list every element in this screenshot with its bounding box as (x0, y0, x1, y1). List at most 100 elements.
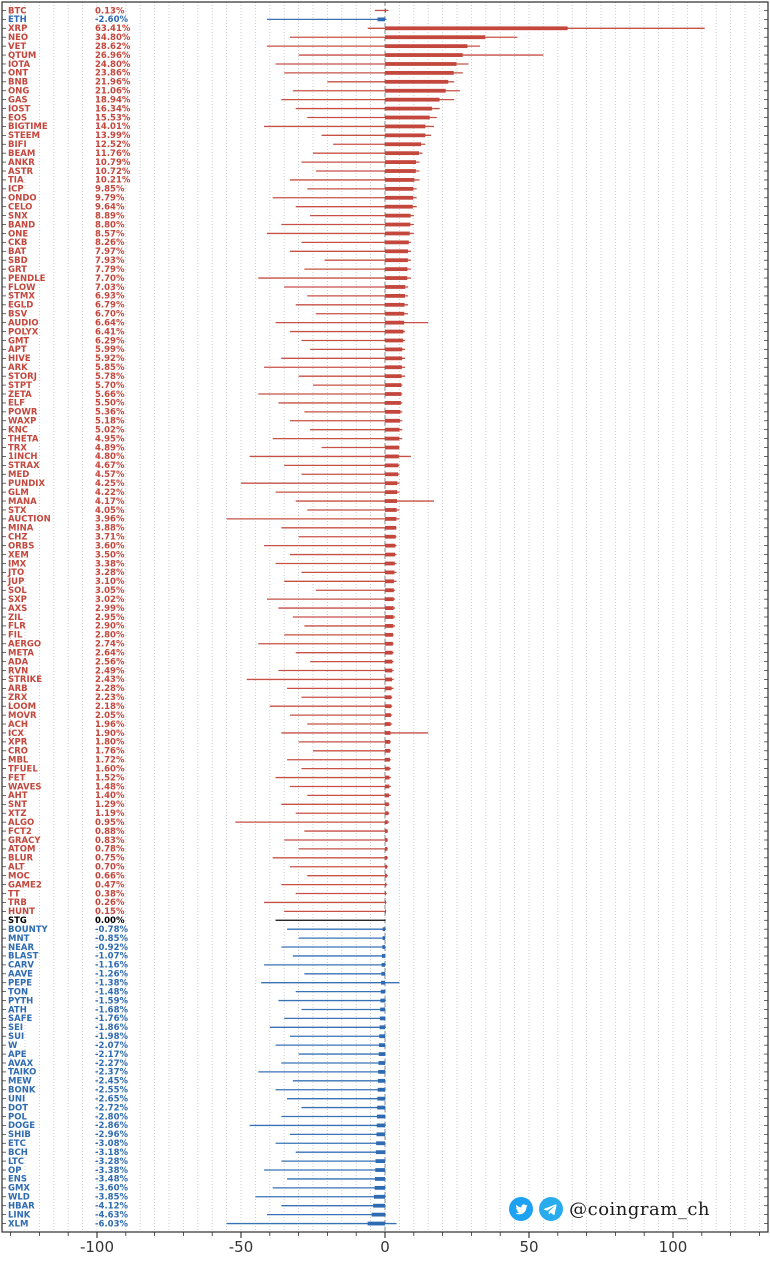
chart-row-STRAX: STRAX 4.67% (2, 461, 768, 471)
change-bar (380, 1007, 385, 1012)
ticker-label: GMX (8, 1184, 30, 1194)
x-tick-label: 50 (519, 1238, 538, 1256)
ticker-label: AHT (8, 791, 28, 801)
change-bar (385, 204, 413, 209)
value-label: 0.00% (95, 916, 125, 926)
change-bar (385, 222, 411, 227)
chart-row-GMT: GMT 6.29% (2, 336, 768, 346)
chart-row-ARK: ARK 5.85% (2, 363, 768, 373)
ticker-label: IOTA (8, 60, 31, 70)
ticker-label: ICP (8, 185, 24, 195)
chart-row-ADA: ADA 2.56% (2, 657, 768, 667)
value-label: -2.80% (95, 1112, 128, 1122)
change-bar (385, 374, 402, 379)
change-bar (385, 508, 397, 512)
change-bar (377, 1105, 385, 1110)
value-label: 1.90% (95, 729, 125, 739)
ticker-label: HUNT (8, 907, 35, 917)
ticker-label: CKB (8, 238, 27, 248)
chart-row-MANA: MANA 4.17% (2, 497, 768, 507)
chart-row-ALGO: ALGO 0.95% (2, 818, 768, 828)
value-label: 7.79% (95, 265, 125, 275)
chart-row-TAIKO: TAIKO -2.37% (2, 1068, 768, 1078)
change-bar (385, 534, 396, 539)
chart-row-JTO: JTO 3.28% (2, 568, 768, 578)
chart-row-SUI: SUI -1.98% (2, 1032, 768, 1042)
change-bar (385, 320, 405, 325)
ticker-label: TON (8, 987, 28, 997)
value-label: -4.12% (95, 1202, 128, 1212)
value-label: -2.07% (95, 1041, 128, 1051)
chart-row-STX: STX 4.05% (2, 506, 768, 516)
ticker-label: POL (8, 1112, 27, 1122)
ticker-label: FLOW (8, 283, 36, 293)
change-bar (385, 704, 392, 709)
value-label: 2.43% (95, 675, 125, 685)
chart-row-STRIKE: STRIKE 2.43% (2, 675, 768, 685)
ticker-label: HIVE (8, 354, 31, 364)
value-label: 0.13% (95, 6, 125, 16)
change-bar (385, 302, 405, 307)
value-label: -2.65% (95, 1094, 128, 1104)
value-label: 1.76% (95, 747, 125, 757)
x-tick-label: -100 (80, 1238, 114, 1256)
value-label: 7.97% (95, 247, 125, 257)
ticker-label: ADA (8, 657, 29, 667)
ticker-label: BIFI (8, 140, 27, 150)
ticker-label: EGLD (8, 301, 33, 311)
ticker-label: ARB (8, 684, 28, 694)
ticker-label: FIL (8, 631, 23, 641)
ticker-label: MNT (8, 934, 30, 944)
ticker-label: KNC (8, 425, 28, 435)
chart-row-XPR: XPR 1.80% (2, 738, 768, 748)
chart-row-TRX: TRX 4.89% (2, 443, 768, 453)
value-label: 1.40% (95, 791, 125, 801)
value-label: -1.59% (95, 996, 128, 1006)
value-label: 1.19% (95, 809, 125, 819)
value-label: 1.48% (95, 782, 125, 792)
value-label: 1.29% (95, 800, 125, 810)
chart-row-ARB: ARB 2.28% (2, 684, 768, 694)
ticker-label: TRB (8, 898, 27, 908)
ticker-label: SEI (8, 1023, 23, 1033)
chart-row-STEEM: STEEM 13.99% (2, 131, 768, 141)
change-bar (385, 445, 400, 450)
chart-row-SHIB: SHIB -2.96% (2, 1130, 768, 1140)
value-label: 10.72% (95, 167, 131, 177)
chart-row-ATOM: ATOM 0.78% (2, 845, 768, 855)
value-label: 10.21% (95, 176, 131, 186)
ticker-label: ICX (8, 729, 24, 739)
chart-row-ATH: ATH -1.68% (2, 1005, 768, 1015)
value-label: 3.05% (95, 586, 125, 596)
ticker-label: IMX (8, 559, 27, 569)
chart-row-KNC: KNC 5.02% (2, 425, 768, 435)
value-label: 1.52% (95, 773, 125, 783)
change-bar (385, 169, 416, 173)
value-label: 3.60% (95, 541, 125, 551)
ticker-label: ELF (8, 399, 25, 409)
ticker-label: CRO (8, 747, 28, 757)
ticker-label: ONE (8, 229, 28, 239)
change-bar (385, 293, 405, 298)
change-bar (385, 820, 388, 825)
ticker-label: SAFE (8, 1014, 33, 1024)
x-tick-label: 0 (380, 1238, 390, 1256)
value-label: 5.50% (95, 399, 125, 409)
value-label: 2.74% (95, 640, 125, 650)
chart-row-UNI: UNI -2.65% (2, 1094, 768, 1104)
ticker-label: MINA (8, 524, 34, 534)
chart-row-POWR: POWR 5.36% (2, 408, 768, 418)
ticker-label: THETA (8, 434, 39, 444)
change-bar (375, 1150, 385, 1155)
change-bar (385, 499, 398, 503)
value-label: 11.76% (95, 149, 131, 159)
ticker-label: ETC (8, 1139, 26, 1149)
value-label: -4.63% (95, 1210, 128, 1220)
chart-row-EOS: EOS 15.53% (2, 113, 768, 123)
change-bar (385, 677, 392, 682)
value-label: 4.80% (95, 452, 125, 462)
chart-row-OP: OP -3.38% (2, 1166, 768, 1176)
ticker-label: STX (8, 506, 27, 516)
chart-row-STMX: STMX 6.93% (2, 292, 768, 302)
change-bar (385, 552, 396, 557)
